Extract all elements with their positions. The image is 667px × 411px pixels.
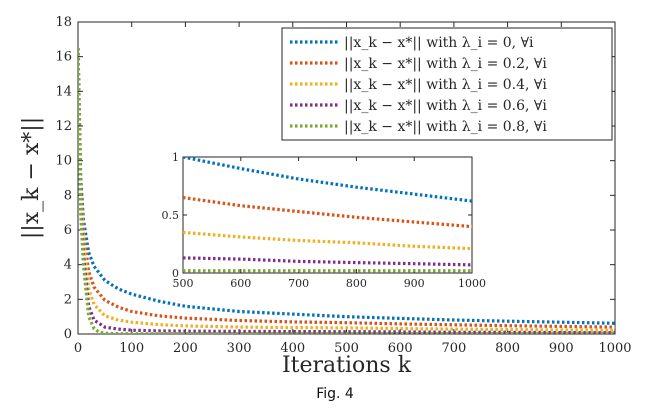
y-tick-label: 0 <box>64 327 72 342</box>
x-tick-label: 700 <box>441 341 466 356</box>
x-tick-label: 100 <box>119 341 144 356</box>
x-tick-label: 400 <box>280 341 305 356</box>
x-tick-label: 200 <box>173 341 198 356</box>
inset-x-tick-label: 800 <box>346 277 367 290</box>
inset-y-tick-label: 0.5 <box>162 209 180 222</box>
x-tick-label: 500 <box>334 341 359 356</box>
legend-label-3: ||x_k − x*|| with λ_i = 0.6, ∀i <box>344 98 547 114</box>
x-tick-label: 300 <box>227 341 252 356</box>
y-tick-label: 18 <box>55 15 72 30</box>
inset-x-tick-label: 600 <box>230 277 251 290</box>
legend: ||x_k − x*|| with λ_i = 0, ∀i ||x_k − x*|… <box>281 27 613 141</box>
y-tick-label: 14 <box>55 84 72 99</box>
inset-series-line-2 <box>183 230 472 251</box>
legend-label-0: ||x_k − x*|| with λ_i = 0, ∀i <box>344 35 534 51</box>
inset-y-tick-label: 1 <box>172 151 179 164</box>
y-tick-label: 16 <box>55 50 72 65</box>
y-tick-label: 6 <box>64 223 72 238</box>
y-axis-title: ||x_k − x*|| <box>19 117 44 239</box>
y-tick-label: 4 <box>64 258 72 273</box>
x-tick-label: 1000 <box>598 341 631 356</box>
inset-x-tick-label: 900 <box>404 277 425 290</box>
y-tick-label: 2 <box>64 292 72 307</box>
inset-x-tick-label: 700 <box>288 277 309 290</box>
inset-x-tick-label: 500 <box>173 277 194 290</box>
y-tick-label: 10 <box>55 154 72 169</box>
inset-series-line-3 <box>183 256 472 267</box>
series-line-2 <box>78 47 615 332</box>
x-tick-label: 900 <box>549 341 574 356</box>
series-line-1 <box>78 47 615 329</box>
x-tick-label: 0 <box>74 341 82 356</box>
legend-label-4: ||x_k − x*|| with λ_i = 0.8, ∀i <box>344 119 547 135</box>
x-tick-label: 600 <box>388 341 413 356</box>
figure-caption: Fig. 4 <box>316 386 354 402</box>
series-line-4 <box>78 47 615 334</box>
inset-x-tick-label: 1000 <box>458 277 486 290</box>
inset-plot: 500 600 700 800 900 1000 0 0.5 1 <box>162 151 487 290</box>
x-axis-title: Iterations k <box>282 353 412 378</box>
legend-label-1: ||x_k − x*|| with λ_i = 0.2, ∀i <box>344 56 547 72</box>
legend-label-2: ||x_k − x*|| with λ_i = 0.4, ∀i <box>344 77 547 93</box>
series-line-0 <box>78 47 615 325</box>
inset-series-line-0 <box>183 157 472 203</box>
y-tick-label: 8 <box>64 188 72 203</box>
inset-y-tick-label: 0 <box>172 267 179 280</box>
y-tick-label: 12 <box>55 119 72 134</box>
inset-series-line-1 <box>183 196 472 229</box>
x-tick-label: 800 <box>495 341 520 356</box>
